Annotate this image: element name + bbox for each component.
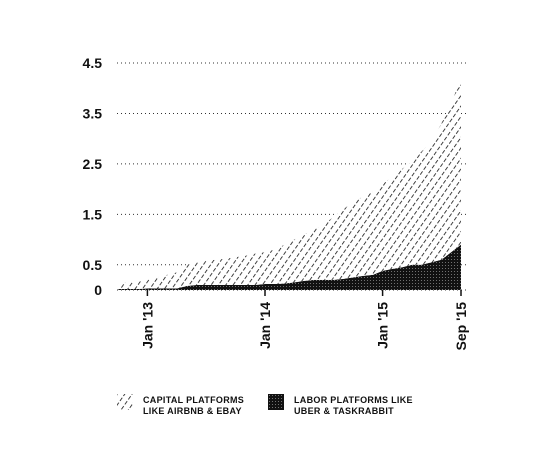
legend-label: CAPITAL PLATFORMS LIKE AIRBNB & EBAY [143,395,245,416]
y-tick-label: 0.5 [83,257,103,273]
x-tick-label: Jan '15 [375,302,391,349]
y-tick-label: 1.5 [83,206,103,222]
legend-swatch-icon [117,394,133,410]
y-tick-label: 0 [94,282,102,298]
y-tick-label: 4.5 [83,55,103,71]
x-tick-label: Sep '15 [453,302,469,351]
legend-swatch-icon [268,394,284,410]
x-tick-label: Jan '14 [257,302,273,349]
legend-swatch [117,394,133,410]
area [118,78,461,289]
y-tick-label: 2.5 [83,156,103,172]
legend-swatch [268,394,284,410]
area [118,244,461,290]
legend-label: LABOR PLATFORMS LIKE UBER & TASKRABBIT [294,395,413,416]
x-tick-label: Jan '13 [139,302,155,349]
y-tick-label: 3.5 [83,105,103,121]
